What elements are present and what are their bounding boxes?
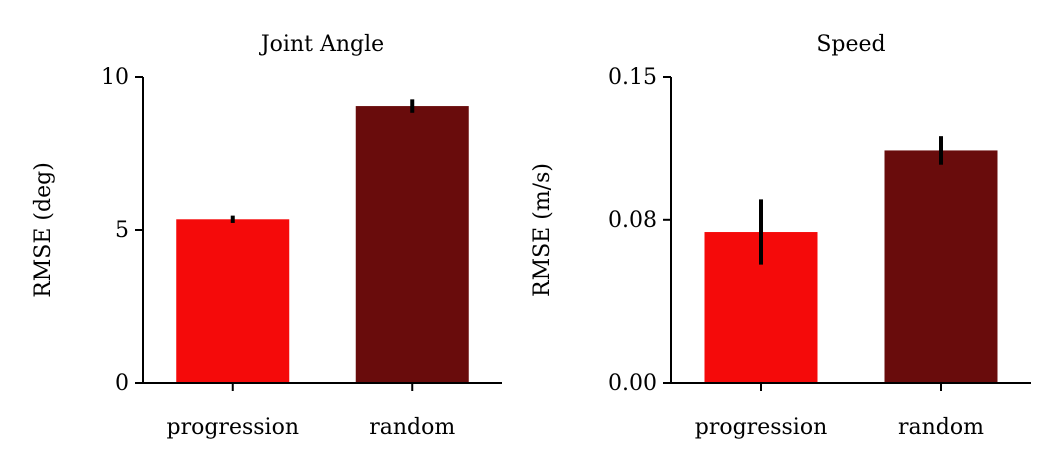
y-tick-label: 0.15 <box>608 65 657 90</box>
y-axis-label: RMSE (deg) <box>31 162 56 298</box>
y-tick-label: 10 <box>101 65 129 90</box>
x-tick-label-random: random <box>369 415 455 440</box>
x-tick-label-progression: progression <box>695 415 828 440</box>
x-tick-label-progression: progression <box>167 415 300 440</box>
y-tick-label: 0.00 <box>608 371 657 396</box>
y-tick-label: 5 <box>115 218 129 243</box>
bar-random <box>884 150 998 383</box>
chart-title: Speed <box>816 32 885 57</box>
y-tick-label: 0.08 <box>608 208 657 233</box>
x-tick-label-random: random <box>898 415 984 440</box>
chart-title: Joint Angle <box>259 32 384 57</box>
y-tick-label: 0 <box>115 371 129 396</box>
bar-progression <box>176 219 290 383</box>
y-axis-label: RMSE (m/s) <box>530 163 555 297</box>
bar-random <box>355 106 469 383</box>
